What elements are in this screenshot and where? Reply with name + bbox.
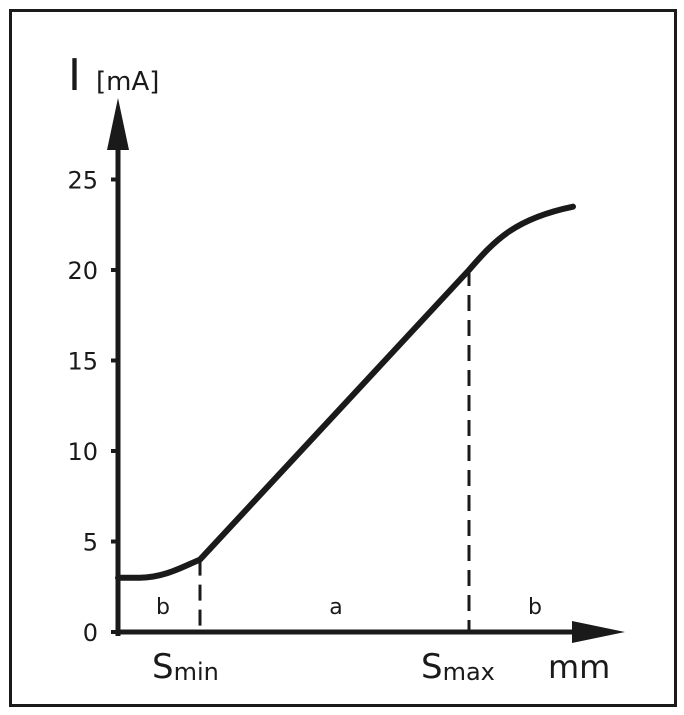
y-axis-symbol: I <box>68 50 81 101</box>
region-label-3: b <box>528 595 542 620</box>
y-axis-unit: [mA] <box>96 67 159 97</box>
region-label-2: a <box>329 595 342 620</box>
series-line <box>115 203 576 581</box>
y-tick-label-10: 10 <box>67 438 98 466</box>
y-tick-label-15: 15 <box>67 348 98 376</box>
y-tick-label-5: 5 <box>83 529 98 557</box>
y-tick-label-25: 25 <box>67 167 98 195</box>
y-tick-label-20: 20 <box>67 257 98 285</box>
y-tick-label-0: 0 <box>83 619 98 647</box>
marker-label-s-min: Smin <box>152 647 219 687</box>
region-label-1: b <box>156 595 170 620</box>
y-axis-arrowhead <box>107 98 129 150</box>
x-axis-arrowhead <box>572 621 625 643</box>
marker-label-s-max: Smax <box>421 647 495 687</box>
x-axis-unit: mm <box>548 648 610 686</box>
